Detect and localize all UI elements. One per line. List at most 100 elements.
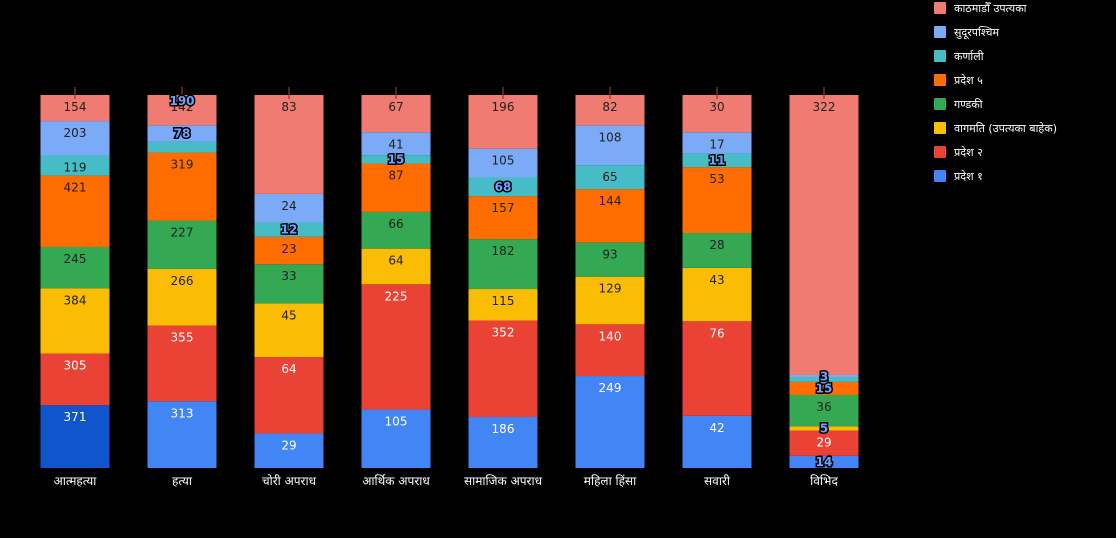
bar-segment xyxy=(789,455,859,468)
bar-segment xyxy=(147,220,217,269)
bar-segment xyxy=(468,177,538,197)
bar-segment xyxy=(575,95,645,126)
bar-segment xyxy=(147,152,217,221)
legend-swatch xyxy=(934,2,946,14)
data-label: 355 xyxy=(171,331,194,345)
bar-segment xyxy=(254,433,324,468)
bar-segment xyxy=(147,125,217,142)
data-label: 245 xyxy=(64,252,87,266)
data-label: 64 xyxy=(388,254,403,268)
data-label: 30 xyxy=(709,100,724,114)
data-label: 41 xyxy=(388,137,403,151)
data-label: 144 xyxy=(599,194,622,208)
data-label: 14 xyxy=(816,455,833,469)
data-label: 352 xyxy=(492,326,515,340)
data-label: 190 xyxy=(169,94,194,108)
data-label: 17 xyxy=(709,137,724,151)
labels-group: 3713053842454211192031543133552662273197… xyxy=(64,93,836,471)
bar-segment xyxy=(361,132,431,156)
bar-segment xyxy=(575,242,645,277)
data-label: 119 xyxy=(64,160,87,174)
data-label: 64 xyxy=(281,362,296,376)
bar-segment xyxy=(40,95,110,122)
data-label: 68 xyxy=(495,180,512,194)
bar-segment xyxy=(789,95,859,375)
legend: काठमाडौँ उपत्यका सुदूरपश्चिम कर्णाली प्रदेश… xyxy=(934,2,1057,183)
data-label: 140 xyxy=(599,329,622,343)
bar-segment xyxy=(468,289,538,321)
data-label: 154 xyxy=(64,100,87,114)
data-label: 203 xyxy=(64,126,87,140)
legend-swatch xyxy=(934,122,946,134)
data-label: 105 xyxy=(385,415,408,429)
category-label: चोरी अपराध xyxy=(262,474,317,488)
legend-label: कर्णाली xyxy=(954,50,984,63)
category-axis: आत्महत्या हत्या चोरी अपराध आर्थिक अपराध सामा… xyxy=(54,474,839,488)
data-label: 249 xyxy=(599,381,622,395)
category-label: आत्महत्या xyxy=(54,474,98,488)
data-label: 105 xyxy=(492,154,515,168)
bar-segment xyxy=(361,163,431,212)
bar-segment xyxy=(147,95,217,126)
data-label: 33 xyxy=(281,269,296,283)
data-label: 108 xyxy=(599,130,622,144)
bar-segment xyxy=(40,175,110,247)
data-label: 76 xyxy=(709,326,724,340)
data-label: 305 xyxy=(64,358,87,372)
bar-segment xyxy=(147,268,217,326)
bar-segment xyxy=(254,357,324,434)
data-label: 45 xyxy=(281,309,296,323)
legend-label: प्रदेश ५ xyxy=(954,74,983,87)
data-label: 53 xyxy=(709,172,724,186)
bar-segment xyxy=(682,153,752,168)
data-label: 384 xyxy=(64,293,87,307)
legend-label: वागमति (उपत्यका बाहेक) xyxy=(954,122,1057,135)
bar-segment xyxy=(254,236,324,265)
data-label: 65 xyxy=(602,170,617,184)
category-label: सवारी xyxy=(704,474,731,488)
data-label: 29 xyxy=(281,438,296,452)
bar-segment xyxy=(147,401,217,468)
bar-segment xyxy=(468,148,538,178)
bars-group xyxy=(40,87,859,468)
data-label: 5 xyxy=(820,373,828,387)
data-label: 15 xyxy=(816,381,833,395)
bar-segment xyxy=(789,430,859,456)
data-label: 36 xyxy=(816,400,831,414)
bar-segment xyxy=(40,288,110,354)
bar-segment xyxy=(682,267,752,322)
bar-segment xyxy=(789,394,859,427)
bar-segment xyxy=(254,193,324,223)
legend-label: सुदूरपश्चिम xyxy=(954,26,1000,40)
legend-swatch xyxy=(934,146,946,158)
bar-segment xyxy=(682,233,752,268)
data-label: 42 xyxy=(709,421,724,435)
legend-swatch xyxy=(934,26,946,38)
bar-segment xyxy=(361,284,431,410)
bar-segment xyxy=(468,320,538,418)
data-label: 29 xyxy=(816,436,831,450)
data-label: 3 xyxy=(820,369,828,383)
data-label: 182 xyxy=(492,244,515,258)
bar-segment xyxy=(682,321,752,416)
bar-segment xyxy=(789,381,859,395)
data-label: 266 xyxy=(171,274,194,288)
data-label: 421 xyxy=(64,181,87,195)
bar-segment xyxy=(789,377,859,382)
bar-segment xyxy=(40,121,110,156)
bar-segment xyxy=(361,409,431,468)
data-label: 227 xyxy=(171,226,194,240)
data-label: 196 xyxy=(492,100,515,114)
data-label: 82 xyxy=(602,100,617,114)
bar-segment xyxy=(361,95,431,133)
bar-segment xyxy=(575,189,645,243)
bar-segment xyxy=(575,324,645,377)
data-label: 24 xyxy=(281,199,296,213)
bar-segment xyxy=(40,246,110,289)
category-label: हत्या xyxy=(172,474,193,488)
data-label: 12 xyxy=(281,223,298,237)
category-label: आर्थिक अपराध xyxy=(362,474,430,488)
legend-swatch xyxy=(934,50,946,62)
bar-segment xyxy=(468,95,538,149)
